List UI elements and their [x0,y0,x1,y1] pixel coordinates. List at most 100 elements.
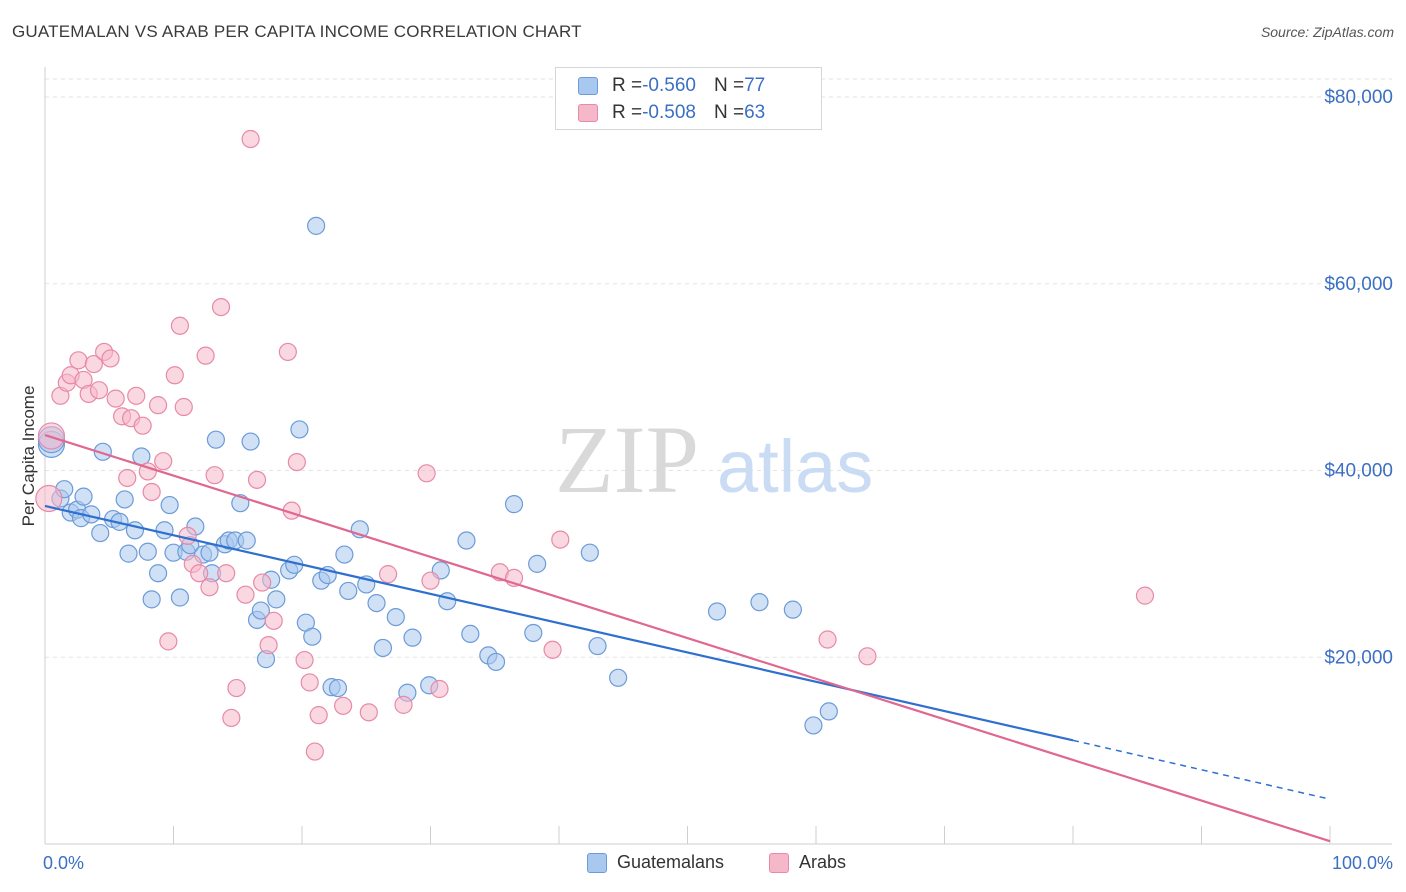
x-tick-label-start: 0.0% [43,853,84,873]
point-arabs [417,464,436,483]
y-axis-label: Per Capita Income [19,386,38,527]
legend-n-label: N = [713,75,745,96]
point-guatemalans [267,590,286,609]
point-guatemalans [290,420,309,439]
point-guatemalans [528,554,547,573]
point-guatemalans [609,668,628,687]
point-arabs [89,381,109,400]
series-arabs-points [35,129,1155,761]
point-arabs [178,526,197,545]
point-arabs [200,578,219,597]
trend-line-arabs [44,433,1331,843]
point-arabs [165,366,184,385]
point-arabs [84,354,103,374]
y-tick-label: $60,000 [1324,274,1393,295]
point-arabs [127,386,146,405]
point-arabs [190,564,209,583]
point-guatemalans [461,624,480,644]
legend-row-guatemalans: R = -0.560 N = 77 [578,74,765,98]
legend-swatch-pink [578,104,598,122]
point-guatemalans [251,601,270,620]
point-guatemalans [707,602,727,621]
point-arabs [106,389,125,408]
legend-r-value: -0.560 [642,75,696,96]
series-legend: Guatemalans Arabs [0,852,1406,878]
point-guatemalans [74,487,93,506]
legend-swatch-pink [769,852,789,873]
y-tick-label: $80,000 [1324,87,1393,108]
point-guatemalans [200,543,219,562]
point-arabs [227,678,246,698]
point-arabs [300,673,319,692]
trend-line-guatemalans-extension [1072,739,1331,800]
trend-lines [44,433,1331,843]
point-guatemalans [91,523,110,543]
point-arabs [217,564,236,583]
legend-swatch-blue [587,852,607,873]
point-arabs [259,636,278,655]
point-guatemalans [339,581,358,601]
correlation-legend: R = -0.560 N = 77 R = -0.508 N = 63 [555,67,822,130]
point-arabs [430,679,449,699]
point-guatemalans [142,590,161,609]
chart-title: GUATEMALAN VS ARAB PER CAPITA INCOME COR… [12,22,582,41]
point-arabs [118,468,137,488]
point-arabs [394,695,413,714]
point-guatemalans [138,542,157,561]
watermark-zip: ZIP [555,406,699,513]
point-guatemalans [580,543,599,562]
point-guatemalans [170,588,190,607]
point-arabs [247,470,267,489]
point-arabs [543,640,562,659]
point-arabs [236,585,255,604]
trend-line-guatemalans [44,504,1074,742]
point-arabs [35,484,63,513]
point-guatemalans [386,607,405,627]
point-guatemalans [486,652,506,672]
point-guatemalans [160,495,179,515]
point-arabs [295,650,314,670]
point-arabs [222,708,241,728]
point-arabs [1135,586,1155,605]
point-arabs [196,346,215,365]
point-arabs [551,530,570,549]
legend-item-guatemalans: Guatemalans [587,852,724,873]
point-guatemalans [115,490,134,509]
point-arabs [305,742,324,761]
legend-n-value: 63 [744,102,766,123]
point-guatemalans [303,627,322,646]
point-guatemalans [403,628,422,647]
point-guatemalans [819,702,838,721]
point-guatemalans [504,495,524,514]
legend-r-value: -0.508 [642,102,696,123]
point-arabs [287,452,306,472]
point-guatemalans [307,216,326,235]
point-arabs [142,482,161,502]
legend-swatch-blue [578,77,598,95]
point-guatemalans [237,531,256,550]
point-guatemalans [119,544,138,563]
point-guatemalans [155,521,174,540]
point-arabs [133,416,152,435]
point-arabs [334,696,353,715]
source-label: Source: ZipAtlas.com [1260,24,1394,40]
point-guatemalans [783,600,802,619]
point-guatemalans [206,430,226,449]
legend-n-value: 77 [744,75,766,96]
point-guatemalans [335,545,354,564]
point-guatemalans [367,593,386,613]
point-arabs [421,571,440,590]
point-guatemalans [524,623,543,643]
point-arabs [69,351,88,370]
point-arabs [170,316,190,335]
point-guatemalans [750,593,769,612]
watermark-atlas: atlas [717,425,873,508]
point-guatemalans [373,638,393,658]
point-arabs [148,396,168,415]
point-arabs [858,647,877,666]
point-arabs [101,349,120,368]
point-guatemalans [93,442,112,461]
point-arabs [309,706,328,725]
point-guatemalans [457,531,476,550]
